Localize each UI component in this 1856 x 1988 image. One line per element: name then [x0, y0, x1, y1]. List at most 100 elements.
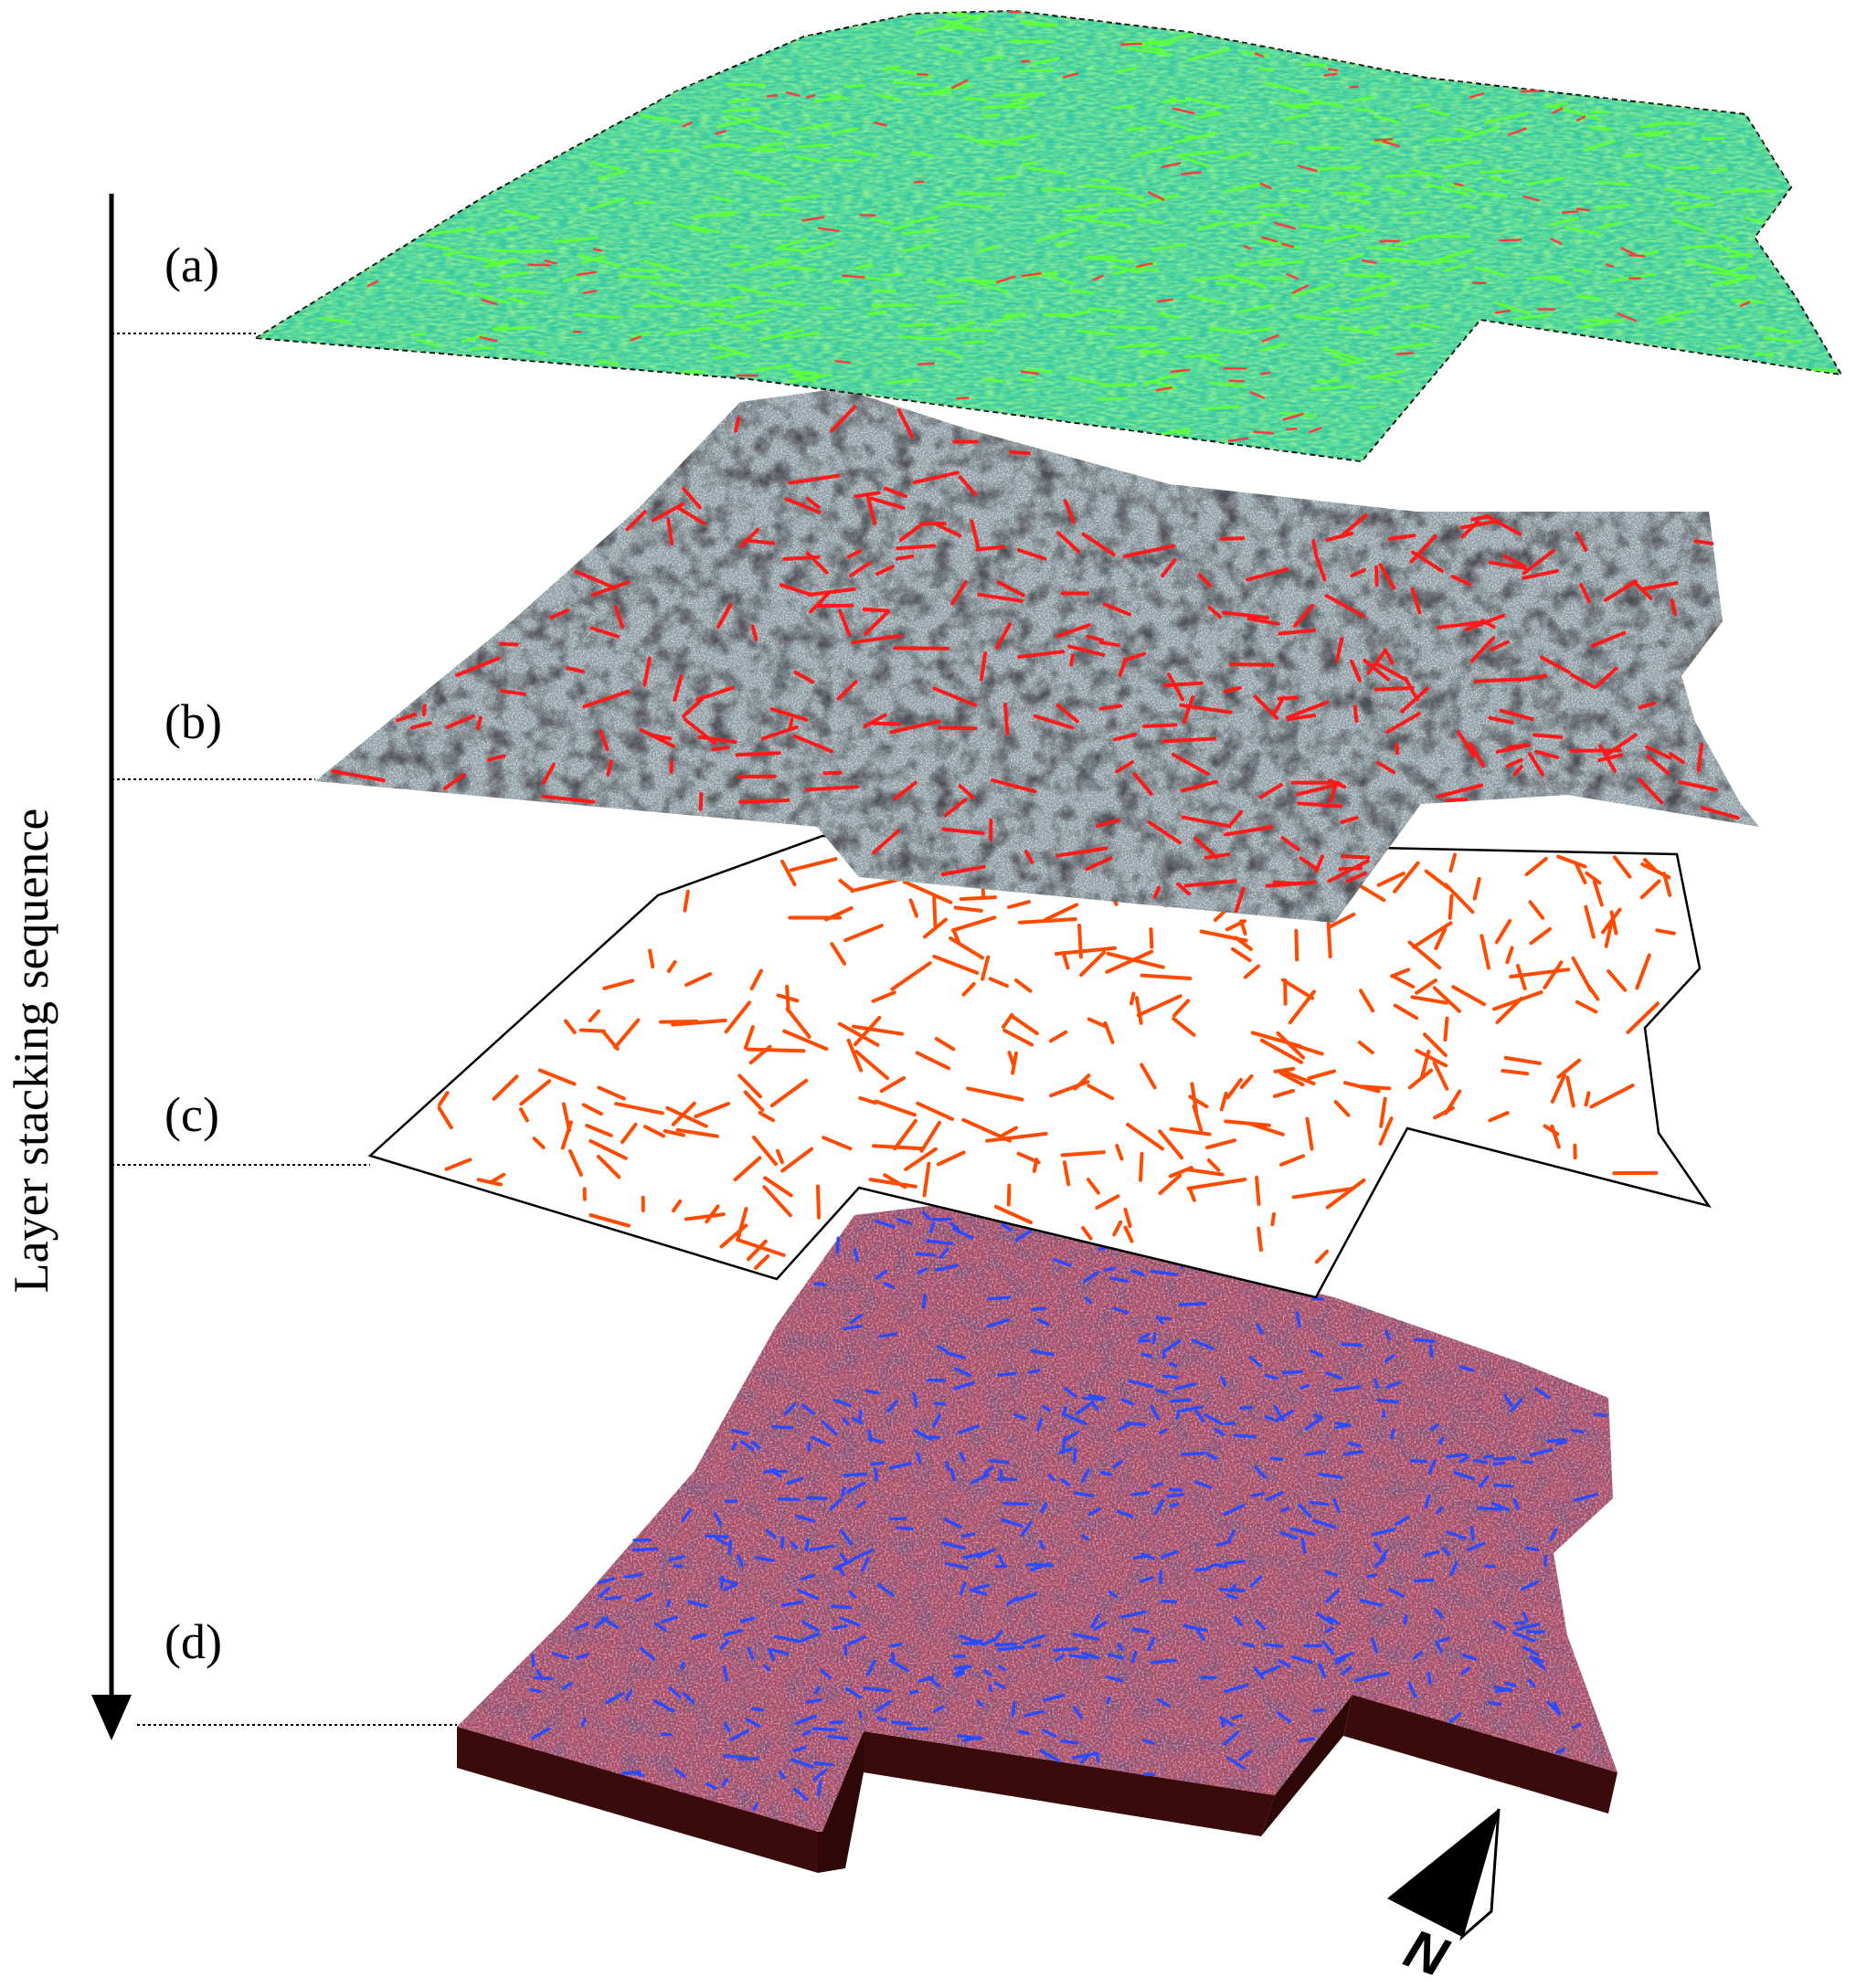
layer-clines-segment — [537, 1068, 577, 1086]
layer-clines-segment — [961, 1117, 1012, 1143]
layer-clines-segment — [1543, 960, 1564, 989]
layer-clines-segment — [666, 960, 677, 973]
layer-clines-segment — [746, 1047, 806, 1053]
layer-blines-segment — [1229, 809, 1244, 826]
layer-aspeckles-segment — [729, 244, 748, 249]
layer-aspeckles-segment — [1131, 267, 1160, 272]
layer-dlines-segment — [953, 1665, 968, 1676]
layer-dlines-segment — [666, 1599, 672, 1608]
layer-clines-segment — [1451, 985, 1487, 1007]
layer-clines-segment — [648, 948, 655, 969]
layer-dlines-segment — [1120, 1398, 1135, 1406]
layer-dlines-segment — [997, 1645, 1025, 1652]
layer-blines-segment — [1122, 651, 1147, 662]
layer-dlines-segment — [1142, 1739, 1155, 1745]
layer-dlines-segment — [737, 1757, 759, 1761]
layer-aspeckles-segment — [1474, 265, 1507, 277]
layer-dlines-segment — [724, 1499, 738, 1504]
layer-clines-segment — [437, 1105, 453, 1130]
layer-dlines-segment — [668, 1686, 682, 1699]
layer-dlines-segment — [1117, 1643, 1124, 1651]
layer-dlines-segment — [1325, 1371, 1342, 1380]
layer-aspeckles-segment — [1402, 209, 1427, 216]
layer-dlines-segment — [1099, 1471, 1112, 1476]
layer-clines-segment — [1494, 918, 1512, 945]
layer-blines-segment — [675, 505, 706, 525]
layer-blines-segment — [1179, 703, 1233, 714]
layer-dlines-segment — [1467, 1541, 1486, 1552]
layer-clines-segment — [1044, 903, 1079, 922]
layer-aspeckles-segment — [1120, 42, 1143, 46]
layer-aspeckles-segment — [366, 280, 379, 287]
layer-aspeckles-segment — [1286, 272, 1299, 280]
layer-blines-segment — [1693, 539, 1714, 545]
layer-dlines-segment — [913, 1428, 933, 1442]
layer-dlines-segment — [875, 1269, 887, 1280]
layer-dlines-segment — [639, 1646, 656, 1661]
layer-blines-segment — [673, 673, 684, 703]
layer-dlines-segment — [1407, 1681, 1417, 1698]
layer-blines-segment — [846, 548, 863, 559]
layer-clines-segment — [769, 1078, 809, 1108]
layer-aspeckles-segment — [1089, 256, 1135, 264]
layer-clines-segment — [1415, 1049, 1448, 1068]
layer-clines-segment — [1592, 880, 1604, 907]
layer-clines-segment — [1172, 999, 1191, 1018]
layer-dlines-segment — [673, 1564, 684, 1569]
layer-aspeckles-segment — [423, 242, 451, 251]
layer-aspeckles-segment — [1023, 270, 1058, 279]
layer-clines-segment — [1140, 973, 1193, 980]
layer-dlines-segment — [1512, 1498, 1521, 1511]
layer-dlines-segment — [681, 1508, 693, 1522]
layer-blines-segment — [1528, 752, 1545, 777]
layer-clines-segment — [1168, 1166, 1193, 1179]
layer-aspeckles-segment — [1422, 322, 1442, 329]
layer-clines-segment — [1479, 934, 1490, 970]
layer-aspeckles-segment — [1665, 187, 1711, 200]
layer-clines-segment — [1280, 978, 1315, 1000]
layer-blines-segment — [788, 717, 794, 732]
layer-blines-segment — [958, 475, 978, 497]
layer-aspeckles-segment — [1231, 219, 1262, 228]
layer-aspeckles-segment — [936, 293, 959, 299]
layer-dlines-segment — [1388, 1588, 1405, 1598]
layer-aspeckles-segment — [1678, 202, 1715, 211]
layer-dlines-segment — [1434, 1640, 1443, 1654]
layer-clines-segment — [981, 955, 991, 981]
layer-aspeckles-segment — [1366, 324, 1386, 333]
layer-aspeckles-segment — [806, 94, 816, 99]
layer-aspeckles-segment — [1670, 201, 1689, 205]
layer-clines-segment — [1126, 1122, 1164, 1151]
layer-aspeckles-segment — [854, 263, 874, 270]
layer-dlines-segment — [1039, 1749, 1061, 1763]
layer-dlines-segment — [715, 1537, 728, 1546]
layer-dlines-segment — [1254, 1465, 1267, 1479]
layer-clines-segment — [1103, 1020, 1115, 1044]
layer-aspeckles-segment — [946, 327, 994, 332]
layer-aspeckles-segment — [789, 373, 833, 384]
layer-blines-segment — [735, 751, 781, 757]
layer-dlines-segment — [1015, 1591, 1037, 1602]
layer-aspeckles-segment — [834, 359, 851, 364]
layer-aspeckles-segment — [825, 157, 858, 163]
layer-aspeckles-segment — [1321, 346, 1361, 361]
layer-aspeckles-segment — [1254, 52, 1264, 58]
north-label: N — [1397, 1918, 1457, 1988]
layer-dlines-segment — [1347, 1441, 1363, 1448]
layer-dlines-segment — [1436, 1506, 1444, 1515]
layer-blines-segment — [863, 713, 887, 728]
layer-dlines-segment — [1363, 1671, 1390, 1680]
layer-dlines-segment — [809, 1544, 834, 1552]
layer-blines-segment — [1534, 749, 1560, 759]
layer-blines-segment — [1278, 628, 1317, 636]
layer-blines-segment — [1469, 636, 1496, 663]
layer-dlines-segment — [1522, 1645, 1540, 1656]
layer-dlines-segment — [1224, 1560, 1246, 1566]
layer-blines-segment — [1183, 879, 1237, 888]
layer-blines-segment — [1540, 655, 1571, 674]
layer-dlines-segment — [1081, 1651, 1100, 1660]
layer-dlines-segment — [842, 1417, 850, 1426]
layer-dlines-segment — [962, 1735, 982, 1742]
layer-blines-segment — [574, 569, 617, 590]
layer-blines-segment — [864, 609, 891, 636]
